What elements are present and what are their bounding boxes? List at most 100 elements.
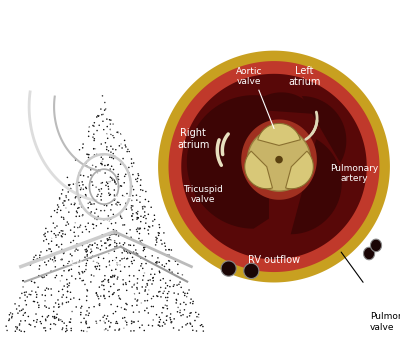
Point xyxy=(116,240,123,246)
Point xyxy=(75,225,81,230)
Point xyxy=(14,221,20,227)
Point xyxy=(32,289,39,295)
Point xyxy=(110,156,117,161)
Point xyxy=(163,247,169,253)
Point xyxy=(91,201,97,207)
Point xyxy=(122,280,129,286)
Polygon shape xyxy=(158,51,390,282)
Point xyxy=(52,258,58,263)
Point xyxy=(99,279,105,285)
Point xyxy=(131,282,137,288)
Point xyxy=(177,301,184,307)
Point xyxy=(56,230,63,235)
Point xyxy=(81,315,87,321)
Point xyxy=(42,293,48,298)
Point xyxy=(138,187,144,193)
Point xyxy=(124,256,130,262)
Point xyxy=(121,325,127,331)
Point xyxy=(18,318,24,324)
Point xyxy=(19,290,25,296)
Point xyxy=(77,222,84,228)
Point xyxy=(114,262,121,268)
Point xyxy=(84,240,90,246)
Point xyxy=(66,262,73,268)
Point xyxy=(76,201,83,207)
Point xyxy=(102,163,108,168)
Point xyxy=(34,292,40,297)
Point xyxy=(159,262,166,268)
Point xyxy=(155,232,162,238)
Point xyxy=(42,287,48,293)
Point xyxy=(141,270,148,276)
Point xyxy=(87,250,94,255)
Point xyxy=(78,305,84,311)
Point xyxy=(52,322,59,327)
Point xyxy=(96,122,102,128)
Point xyxy=(196,314,202,320)
Point xyxy=(84,294,90,299)
Point xyxy=(92,264,99,270)
Point xyxy=(164,291,171,296)
Point xyxy=(120,156,126,161)
Point xyxy=(40,275,46,280)
Point xyxy=(110,146,116,152)
Point xyxy=(114,243,120,249)
Point xyxy=(169,269,175,275)
Point xyxy=(6,318,12,323)
Point xyxy=(59,109,66,115)
Point xyxy=(42,316,49,322)
Point xyxy=(61,203,67,208)
Point xyxy=(164,306,170,312)
Point xyxy=(132,289,138,294)
Point xyxy=(121,138,128,143)
Point xyxy=(121,194,127,200)
Point xyxy=(28,292,34,297)
Point xyxy=(150,304,156,309)
Point xyxy=(63,295,70,300)
Point xyxy=(112,244,118,249)
Point xyxy=(63,195,70,200)
Point xyxy=(36,305,42,310)
Point xyxy=(78,185,84,191)
Point xyxy=(113,231,120,236)
Point xyxy=(106,218,112,224)
Point xyxy=(111,290,117,296)
Point xyxy=(117,296,124,302)
Point xyxy=(86,229,92,235)
Point xyxy=(93,164,99,170)
Point xyxy=(76,164,82,169)
Point xyxy=(95,294,101,299)
Point xyxy=(106,232,112,238)
Point xyxy=(96,263,103,269)
Point xyxy=(110,273,116,278)
Point xyxy=(135,171,141,177)
Point xyxy=(76,264,82,269)
Point xyxy=(114,276,120,282)
Point xyxy=(96,188,103,194)
Point xyxy=(105,278,111,283)
Point xyxy=(21,329,28,335)
Point xyxy=(166,247,172,252)
Point xyxy=(106,262,113,268)
Point xyxy=(48,321,54,327)
Point xyxy=(30,318,37,323)
Point xyxy=(122,264,128,270)
Point xyxy=(42,234,48,239)
Point xyxy=(161,230,167,236)
Point xyxy=(106,259,112,265)
Point xyxy=(112,327,118,333)
Point xyxy=(66,183,72,188)
Point xyxy=(88,272,95,278)
Point xyxy=(157,277,164,283)
Point xyxy=(95,246,101,251)
Point xyxy=(56,196,63,202)
Point xyxy=(182,293,188,298)
Point xyxy=(27,322,34,328)
Point xyxy=(14,306,20,312)
Point xyxy=(174,309,181,315)
Point xyxy=(28,179,34,185)
Point xyxy=(77,257,83,263)
Point xyxy=(116,143,122,149)
Point xyxy=(104,144,110,150)
Text: Right
atrium: Right atrium xyxy=(19,186,51,208)
